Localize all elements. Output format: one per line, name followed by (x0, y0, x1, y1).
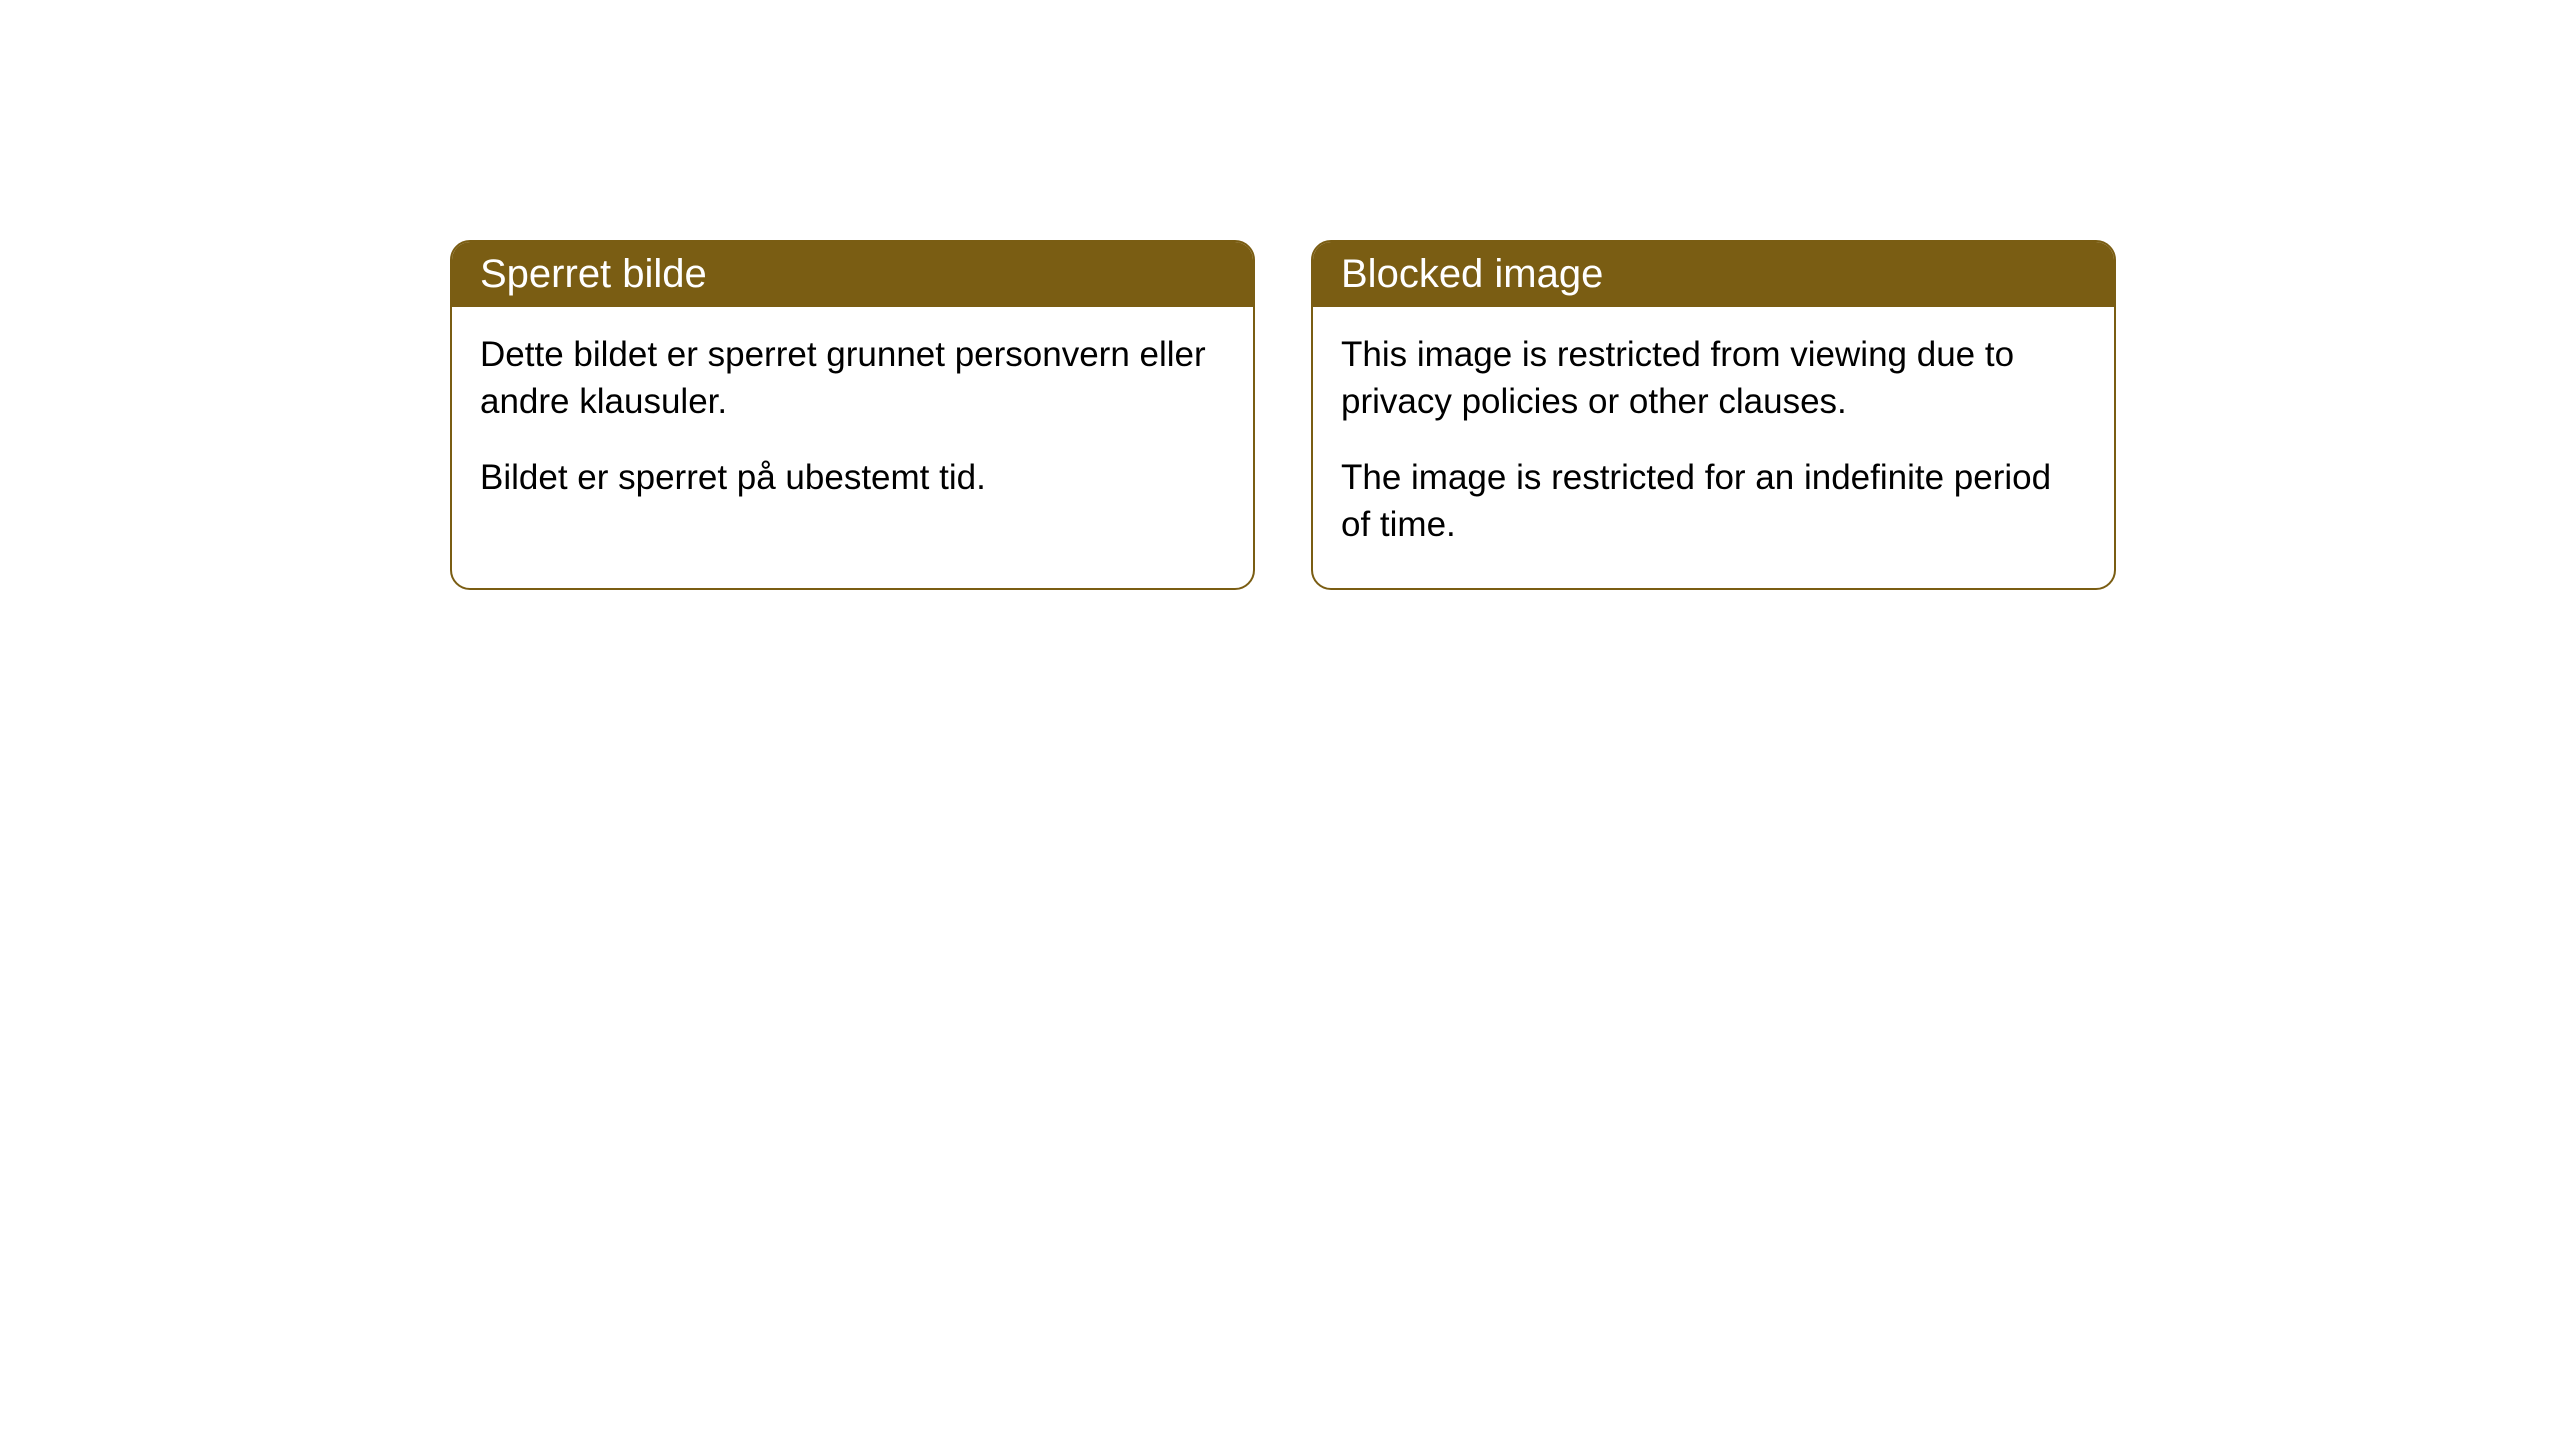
card-paragraph: This image is restricted from viewing du… (1341, 331, 2086, 426)
card-paragraph: Dette bildet er sperret grunnet personve… (480, 331, 1225, 426)
card-title: Blocked image (1341, 252, 1603, 296)
card-header: Sperret bilde (452, 242, 1253, 307)
card-paragraph: Bildet er sperret på ubestemt tid. (480, 454, 1225, 501)
notice-card-english: Blocked image This image is restricted f… (1311, 240, 2116, 590)
notice-cards-container: Sperret bilde Dette bildet er sperret gr… (450, 240, 2560, 590)
notice-card-norwegian: Sperret bilde Dette bildet er sperret gr… (450, 240, 1255, 590)
card-header: Blocked image (1313, 242, 2114, 307)
card-body: This image is restricted from viewing du… (1313, 307, 2114, 588)
card-title: Sperret bilde (480, 252, 707, 296)
card-paragraph: The image is restricted for an indefinit… (1341, 454, 2086, 549)
card-body: Dette bildet er sperret grunnet personve… (452, 307, 1253, 541)
